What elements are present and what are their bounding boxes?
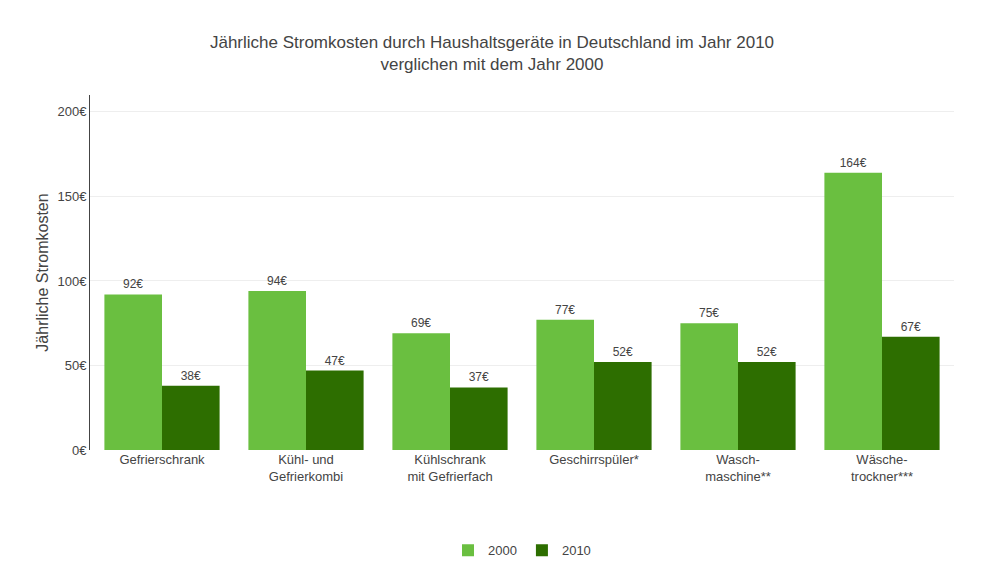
- svg-text:Gefrierschrank: Gefrierschrank: [119, 452, 205, 467]
- svg-text:150€: 150€: [57, 189, 87, 204]
- svg-text:Jährliche Stromkosten: Jährliche Stromkosten: [34, 193, 51, 351]
- svg-text:2000: 2000: [488, 543, 517, 558]
- svg-text:47€: 47€: [325, 354, 345, 368]
- svg-text:52€: 52€: [757, 345, 777, 359]
- svg-text:52€: 52€: [613, 345, 633, 359]
- svg-text:Geschirrspüler*: Geschirrspüler*: [549, 452, 639, 467]
- svg-text:0€: 0€: [72, 443, 87, 458]
- svg-text:Wasch-maschine**: Wasch-maschine**: [705, 452, 771, 484]
- svg-text:200€: 200€: [57, 104, 87, 119]
- svg-text:50€: 50€: [65, 358, 87, 373]
- svg-text:Jährliche Stromkosten durch Ha: Jährliche Stromkosten durch Haushaltsger…: [210, 33, 774, 74]
- svg-text:75€: 75€: [699, 306, 719, 320]
- svg-text:67€: 67€: [901, 320, 921, 334]
- svg-text:Wäsche-trockner***: Wäsche-trockner***: [851, 452, 913, 484]
- svg-text:94€: 94€: [267, 274, 287, 288]
- svg-text:Kühl- undGefrierkombi: Kühl- undGefrierkombi: [269, 452, 344, 484]
- svg-text:Kühlschrankmit Gefrierfach: Kühlschrankmit Gefrierfach: [407, 452, 492, 484]
- svg-text:69€: 69€: [411, 316, 431, 330]
- svg-text:37€: 37€: [469, 370, 489, 384]
- svg-text:77€: 77€: [555, 303, 575, 317]
- svg-text:2010: 2010: [562, 543, 591, 558]
- svg-text:38€: 38€: [181, 369, 201, 383]
- svg-text:100€: 100€: [57, 274, 87, 289]
- svg-text:92€: 92€: [123, 277, 143, 291]
- svg-text:164€: 164€: [840, 156, 867, 170]
